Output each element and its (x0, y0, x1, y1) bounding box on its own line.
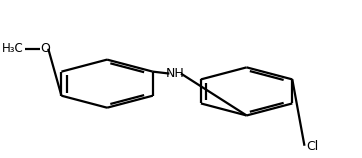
Text: NH: NH (166, 67, 185, 80)
Text: O: O (40, 42, 50, 55)
Text: Cl: Cl (306, 140, 319, 153)
Text: H₃C: H₃C (2, 42, 24, 55)
